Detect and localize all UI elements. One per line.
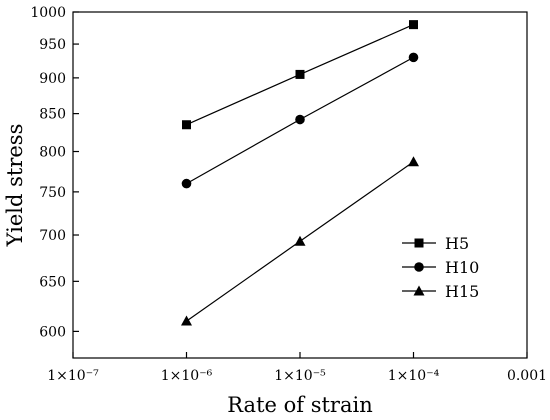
x-tick-label: 0.001 (507, 368, 547, 384)
legend-item-h15: H15 (402, 282, 479, 301)
point-h10 (408, 52, 419, 63)
point-h10 (295, 114, 305, 125)
legend-marker-h15 (413, 285, 425, 296)
x-tick-label: 1×10⁻⁴ (388, 368, 440, 384)
series-h10 (181, 52, 419, 189)
point-h15 (408, 156, 419, 167)
x-axis-title: Rate of strain (227, 393, 372, 417)
x-tick-label: 1×10⁻⁷ (47, 368, 99, 384)
x-tick-label: 1×10⁻⁵ (274, 368, 326, 384)
series-layer (181, 20, 419, 326)
legend-item-h5: H5 (402, 234, 469, 253)
y-tick-label: 700 (39, 228, 66, 244)
legend-marker-h5 (414, 238, 424, 248)
x-tick-label: 1×10⁻⁶ (161, 368, 213, 384)
legend-label-h10: H10 (445, 258, 479, 277)
y-tick-label: 650 (39, 274, 66, 290)
y-tick-label: 800 (39, 145, 66, 161)
legend-marker-h10 (414, 262, 424, 272)
legend-item-h10: H10 (402, 258, 479, 277)
y-tick-label: 900 (39, 71, 66, 87)
point-h10 (181, 178, 192, 189)
series-h15 (181, 156, 419, 326)
legend-label-h5: H5 (445, 234, 469, 253)
series-h5 (182, 20, 418, 130)
y-tick-label: 950 (39, 37, 66, 53)
point-h15 (294, 235, 306, 246)
y-tick-label: 850 (39, 107, 66, 123)
legend: H5 H10 H15 (402, 234, 479, 301)
point-h15 (181, 315, 192, 326)
legend-label-h15: H15 (445, 282, 479, 301)
plot-frame (72, 11, 528, 359)
y-tick-label: 600 (39, 324, 66, 340)
y-tick-label: 750 (39, 185, 66, 201)
point-h5 (295, 69, 305, 79)
y-axis-title: Yield stress (3, 124, 27, 248)
point-h5 (182, 120, 191, 130)
axes: 1×10⁻⁷ 1×10⁻⁶ 1×10⁻⁵ 1×10⁻⁴ 0.001 600 650 700 75… (30, 5, 547, 384)
y-tick-label: 1000 (30, 5, 66, 21)
point-h5 (409, 20, 418, 30)
